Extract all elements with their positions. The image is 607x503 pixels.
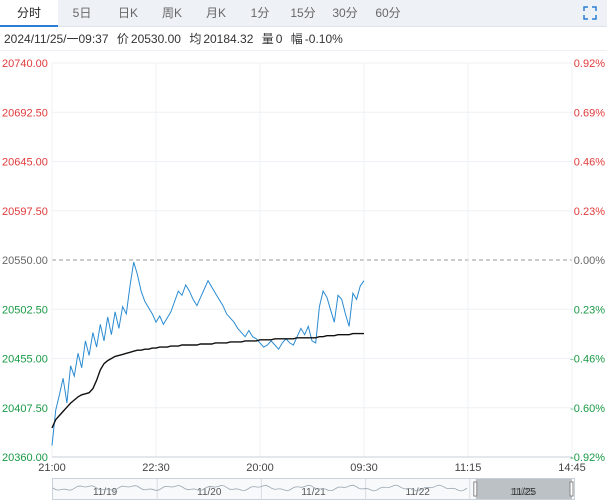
tab-1min[interactable]: 1分 bbox=[250, 6, 270, 20]
navigator-left-handle[interactable] bbox=[473, 481, 478, 497]
y-tick-label: 20645.00 bbox=[2, 157, 48, 169]
period-tab-bar: 分时 5日 日K 周K 月K 1分 15分 30分 60分 bbox=[0, 0, 607, 27]
y-tick-label: 20692.50 bbox=[2, 107, 48, 119]
x-tick-label: 09:30 bbox=[350, 462, 378, 474]
navigator-date-label: 11/21 bbox=[301, 487, 326, 498]
tab-60min[interactable]: 60分 bbox=[375, 6, 401, 20]
navigator-date-label: 11/22 bbox=[406, 487, 431, 498]
pct-tick-label: -0.92% bbox=[570, 452, 605, 464]
x-tick-label: 11:15 bbox=[455, 462, 482, 474]
y-tick-label: 20360.00 bbox=[2, 452, 48, 464]
quote-datetime: 2024/11/25/一09:37 bbox=[4, 32, 109, 46]
tab-15min[interactable]: 15分 bbox=[290, 6, 316, 20]
tab-weekly-k[interactable]: 周K bbox=[161, 6, 182, 20]
x-tick-label: 20:00 bbox=[246, 462, 274, 474]
x-tick-label: 22:30 bbox=[142, 462, 170, 474]
tab-daily-k[interactable]: 日K bbox=[117, 6, 138, 20]
change-value: -0.10% bbox=[304, 32, 343, 46]
volume-label: 量 bbox=[261, 32, 274, 46]
tab-30min[interactable]: 30分 bbox=[332, 6, 358, 20]
avg-label: 均 bbox=[189, 32, 202, 46]
x-tick-label: 21:00 bbox=[38, 462, 66, 474]
tab-intraday[interactable]: 分时 bbox=[0, 0, 58, 27]
navigator-selected-label: 11/25 bbox=[512, 487, 537, 498]
change-label: 幅 bbox=[290, 32, 303, 46]
y-tick-label: 20502.50 bbox=[2, 304, 48, 316]
volume-value: 0 bbox=[275, 32, 283, 46]
navigator-date-label: 11/20 bbox=[197, 487, 222, 498]
y-tick-label: 20597.50 bbox=[2, 206, 48, 218]
navigator-selection bbox=[475, 479, 572, 499]
y-tick-label: 20407.50 bbox=[2, 403, 48, 415]
price-label: 价 bbox=[116, 32, 129, 46]
navigator-date-label: 11/19 bbox=[93, 487, 118, 498]
pct-tick-label: 0.46% bbox=[574, 157, 605, 169]
average-price-line bbox=[51, 332, 364, 429]
navigator-overview-line bbox=[52, 484, 468, 492]
pct-tick-label: -0.46% bbox=[570, 354, 605, 366]
pct-tick-label: -0.60% bbox=[570, 403, 605, 415]
navigator-right-handle[interactable] bbox=[569, 481, 574, 497]
tab-monthly-k[interactable]: 月K bbox=[205, 6, 226, 20]
pct-tick-label: 0.00% bbox=[574, 255, 605, 267]
pct-tick-label: 0.92% bbox=[574, 58, 605, 70]
price-line bbox=[51, 261, 365, 446]
avg-value: 20184.32 bbox=[203, 32, 254, 46]
y-tick-label: 20740.00 bbox=[2, 58, 48, 70]
pct-tick-label: 0.69% bbox=[574, 107, 605, 119]
y-tick-label: 20550.00 bbox=[2, 255, 48, 267]
x-tick-label: 14:45 bbox=[558, 462, 586, 474]
fullscreen-icon[interactable] bbox=[583, 6, 597, 20]
tab-5day[interactable]: 5日 bbox=[72, 6, 92, 20]
intraday-chart[interactable]: 20740.00 0.92% 20692.50 0.69% 20645.00 0.46% 2… bbox=[0, 52, 607, 478]
pct-tick-label: 0.23% bbox=[574, 206, 605, 218]
y-tick-label: 20455.00 bbox=[2, 354, 48, 366]
price-value: 20530.00 bbox=[130, 32, 181, 46]
pct-tick-label: 0.23% bbox=[574, 304, 605, 316]
